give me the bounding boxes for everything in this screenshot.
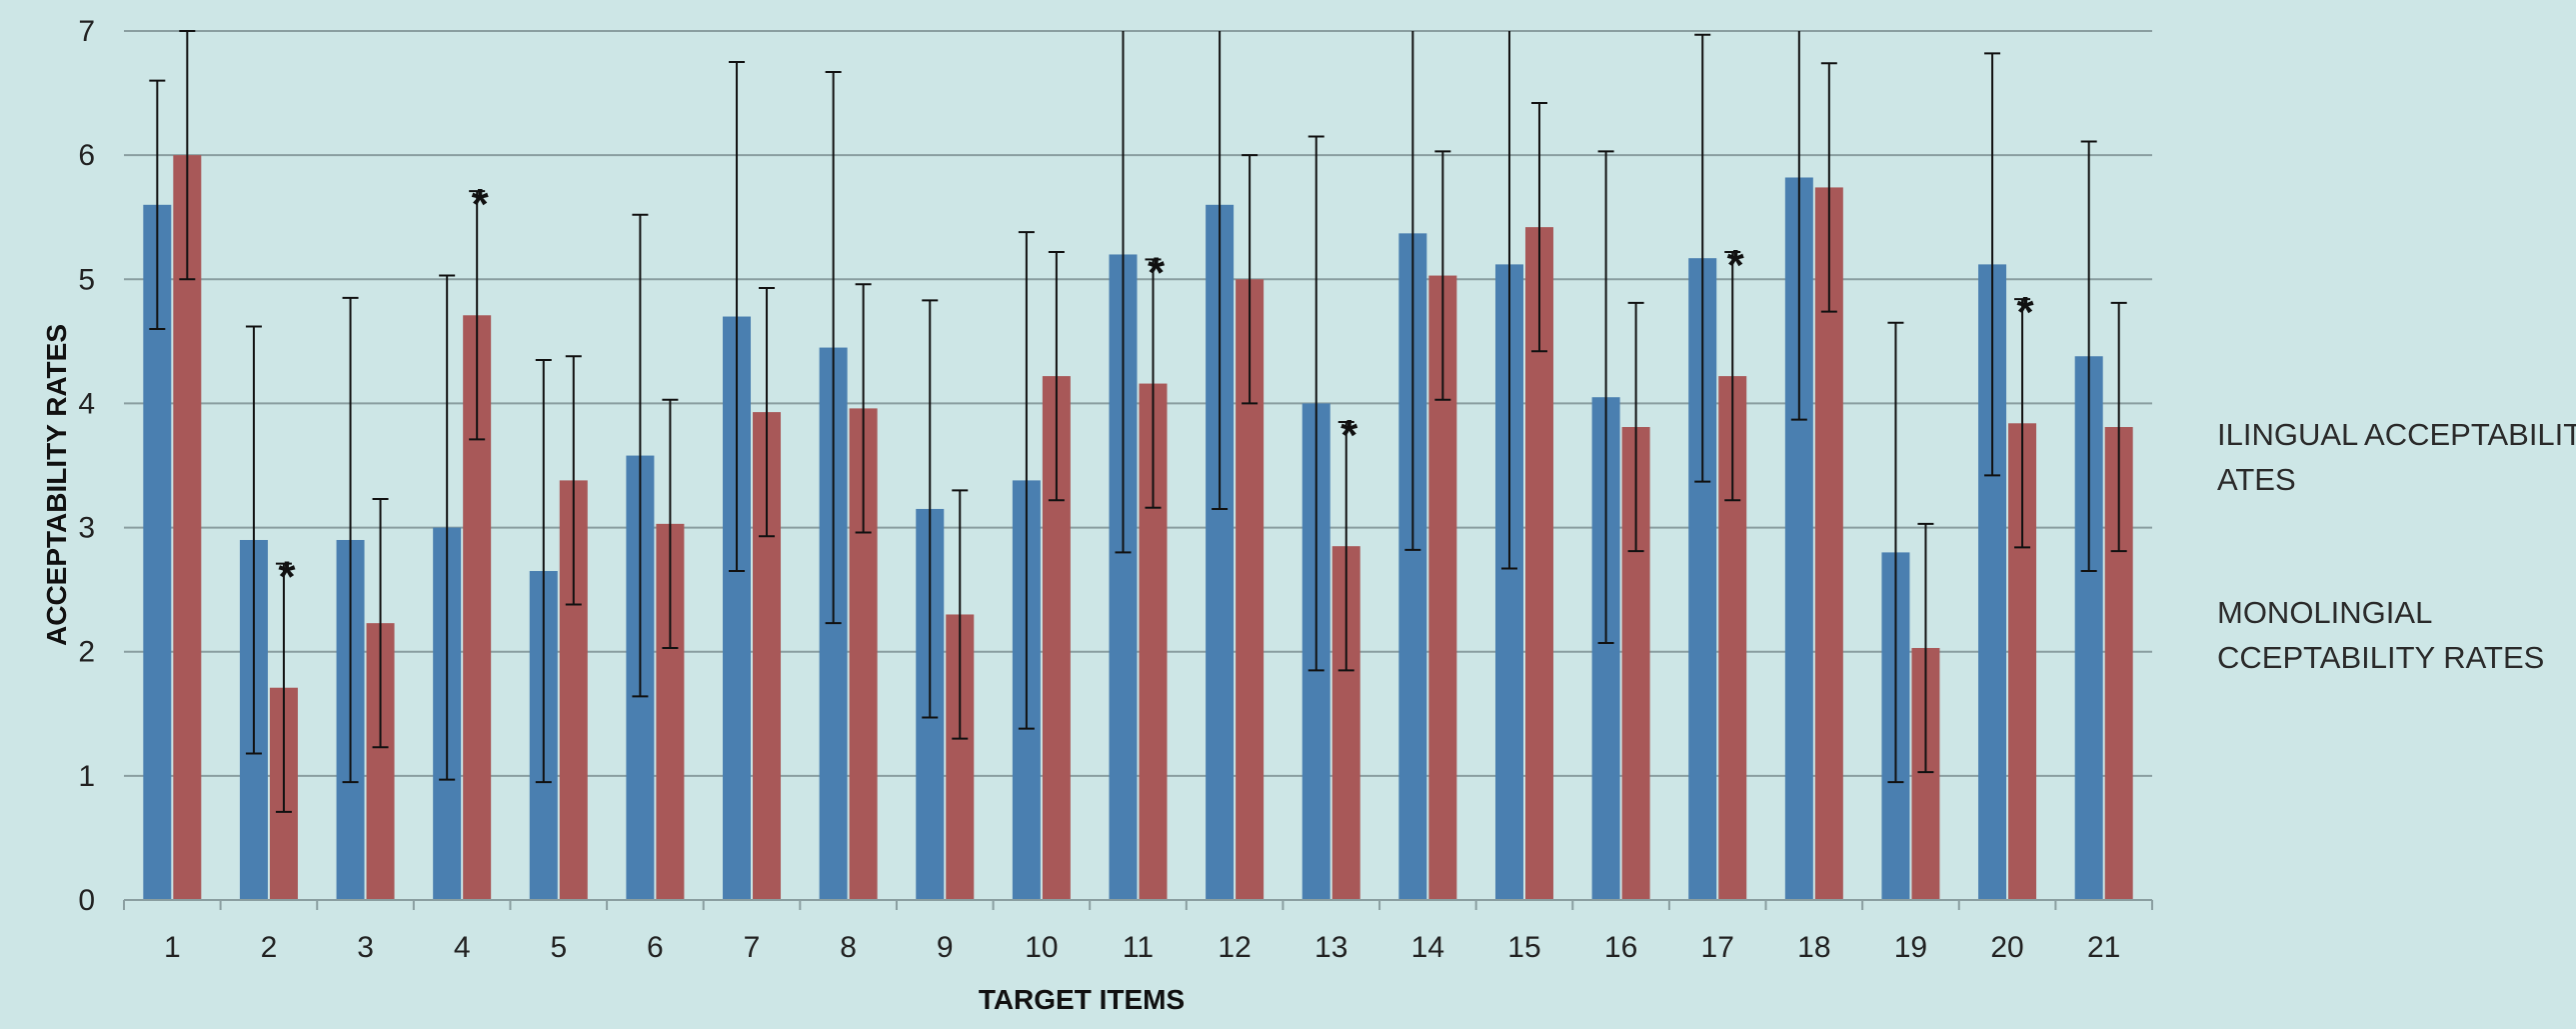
- x-tick-label: 18: [1797, 931, 1830, 964]
- x-tick-label: 12: [1218, 931, 1251, 964]
- y-tick-label: 7: [78, 15, 95, 48]
- x-axis-title: TARGET ITEMS: [979, 984, 1185, 1015]
- significance-star: *: [278, 553, 296, 602]
- x-tick-label: 14: [1411, 931, 1444, 964]
- x-tick-label: 8: [840, 931, 857, 964]
- x-tick-label: 7: [744, 931, 761, 964]
- x-tick-label: 21: [2087, 931, 2120, 964]
- x-tick-label: 5: [550, 931, 567, 964]
- x-tick-label: 15: [1507, 931, 1540, 964]
- y-tick-label: 4: [78, 387, 95, 420]
- error-bars: [149, 30, 2127, 813]
- significance-markers: * * * * * *: [278, 180, 2034, 601]
- y-tick-label: 0: [78, 884, 95, 917]
- legend-label: ILINGUAL ACCEPTABILITY: [2217, 417, 2576, 452]
- x-tick-label: 3: [357, 931, 374, 964]
- x-tick-label: 2: [261, 931, 278, 964]
- x-tick-label: 13: [1314, 931, 1347, 964]
- significance-star: *: [1340, 411, 1358, 460]
- axes: [123, 899, 2153, 910]
- y-tick-label: 2: [78, 636, 95, 669]
- x-tick-label: 11: [1123, 931, 1154, 964]
- x-tick-label: 19: [1894, 931, 1927, 964]
- significance-star: *: [1148, 248, 1166, 297]
- y-tick-label: 3: [78, 512, 95, 545]
- x-tick-label: 20: [1990, 931, 2023, 964]
- significance-star: *: [2017, 288, 2035, 337]
- legend: ILINGUAL ACCEPTABILITY ATES MONOLINGIAL CCE…: [2217, 417, 2576, 675]
- y-tick-label: 5: [78, 263, 95, 296]
- x-tick-label: 9: [937, 931, 954, 964]
- legend-label: MONOLINGIAL: [2217, 595, 2432, 630]
- x-tick-label: 16: [1604, 931, 1637, 964]
- x-tick-label: 1: [164, 931, 181, 964]
- gridlines: [124, 30, 2152, 777]
- y-axis-title: ACCEPTABILITY RATES: [41, 324, 72, 646]
- x-tick-label: 17: [1701, 931, 1734, 964]
- x-tick-label: 4: [454, 931, 471, 964]
- legend-label: CCEPTABILITY RATES: [2217, 640, 2544, 675]
- significance-star: *: [472, 180, 490, 229]
- x-tick-label: 10: [1025, 931, 1058, 964]
- y-tick-label: 1: [78, 760, 95, 793]
- significance-star: *: [1727, 241, 1745, 290]
- x-tick-label: 6: [647, 931, 664, 964]
- legend-label: ATES: [2217, 462, 2296, 497]
- y-tick-label: 6: [78, 139, 95, 172]
